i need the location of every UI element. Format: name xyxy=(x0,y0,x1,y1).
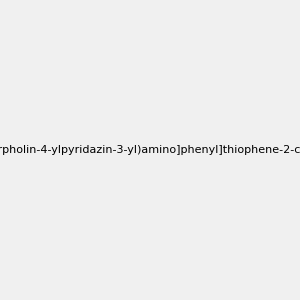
Text: N-[4-[(6-morpholin-4-ylpyridazin-3-yl)amino]phenyl]thiophene-2-carboxamide: N-[4-[(6-morpholin-4-ylpyridazin-3-yl)am… xyxy=(0,145,300,155)
